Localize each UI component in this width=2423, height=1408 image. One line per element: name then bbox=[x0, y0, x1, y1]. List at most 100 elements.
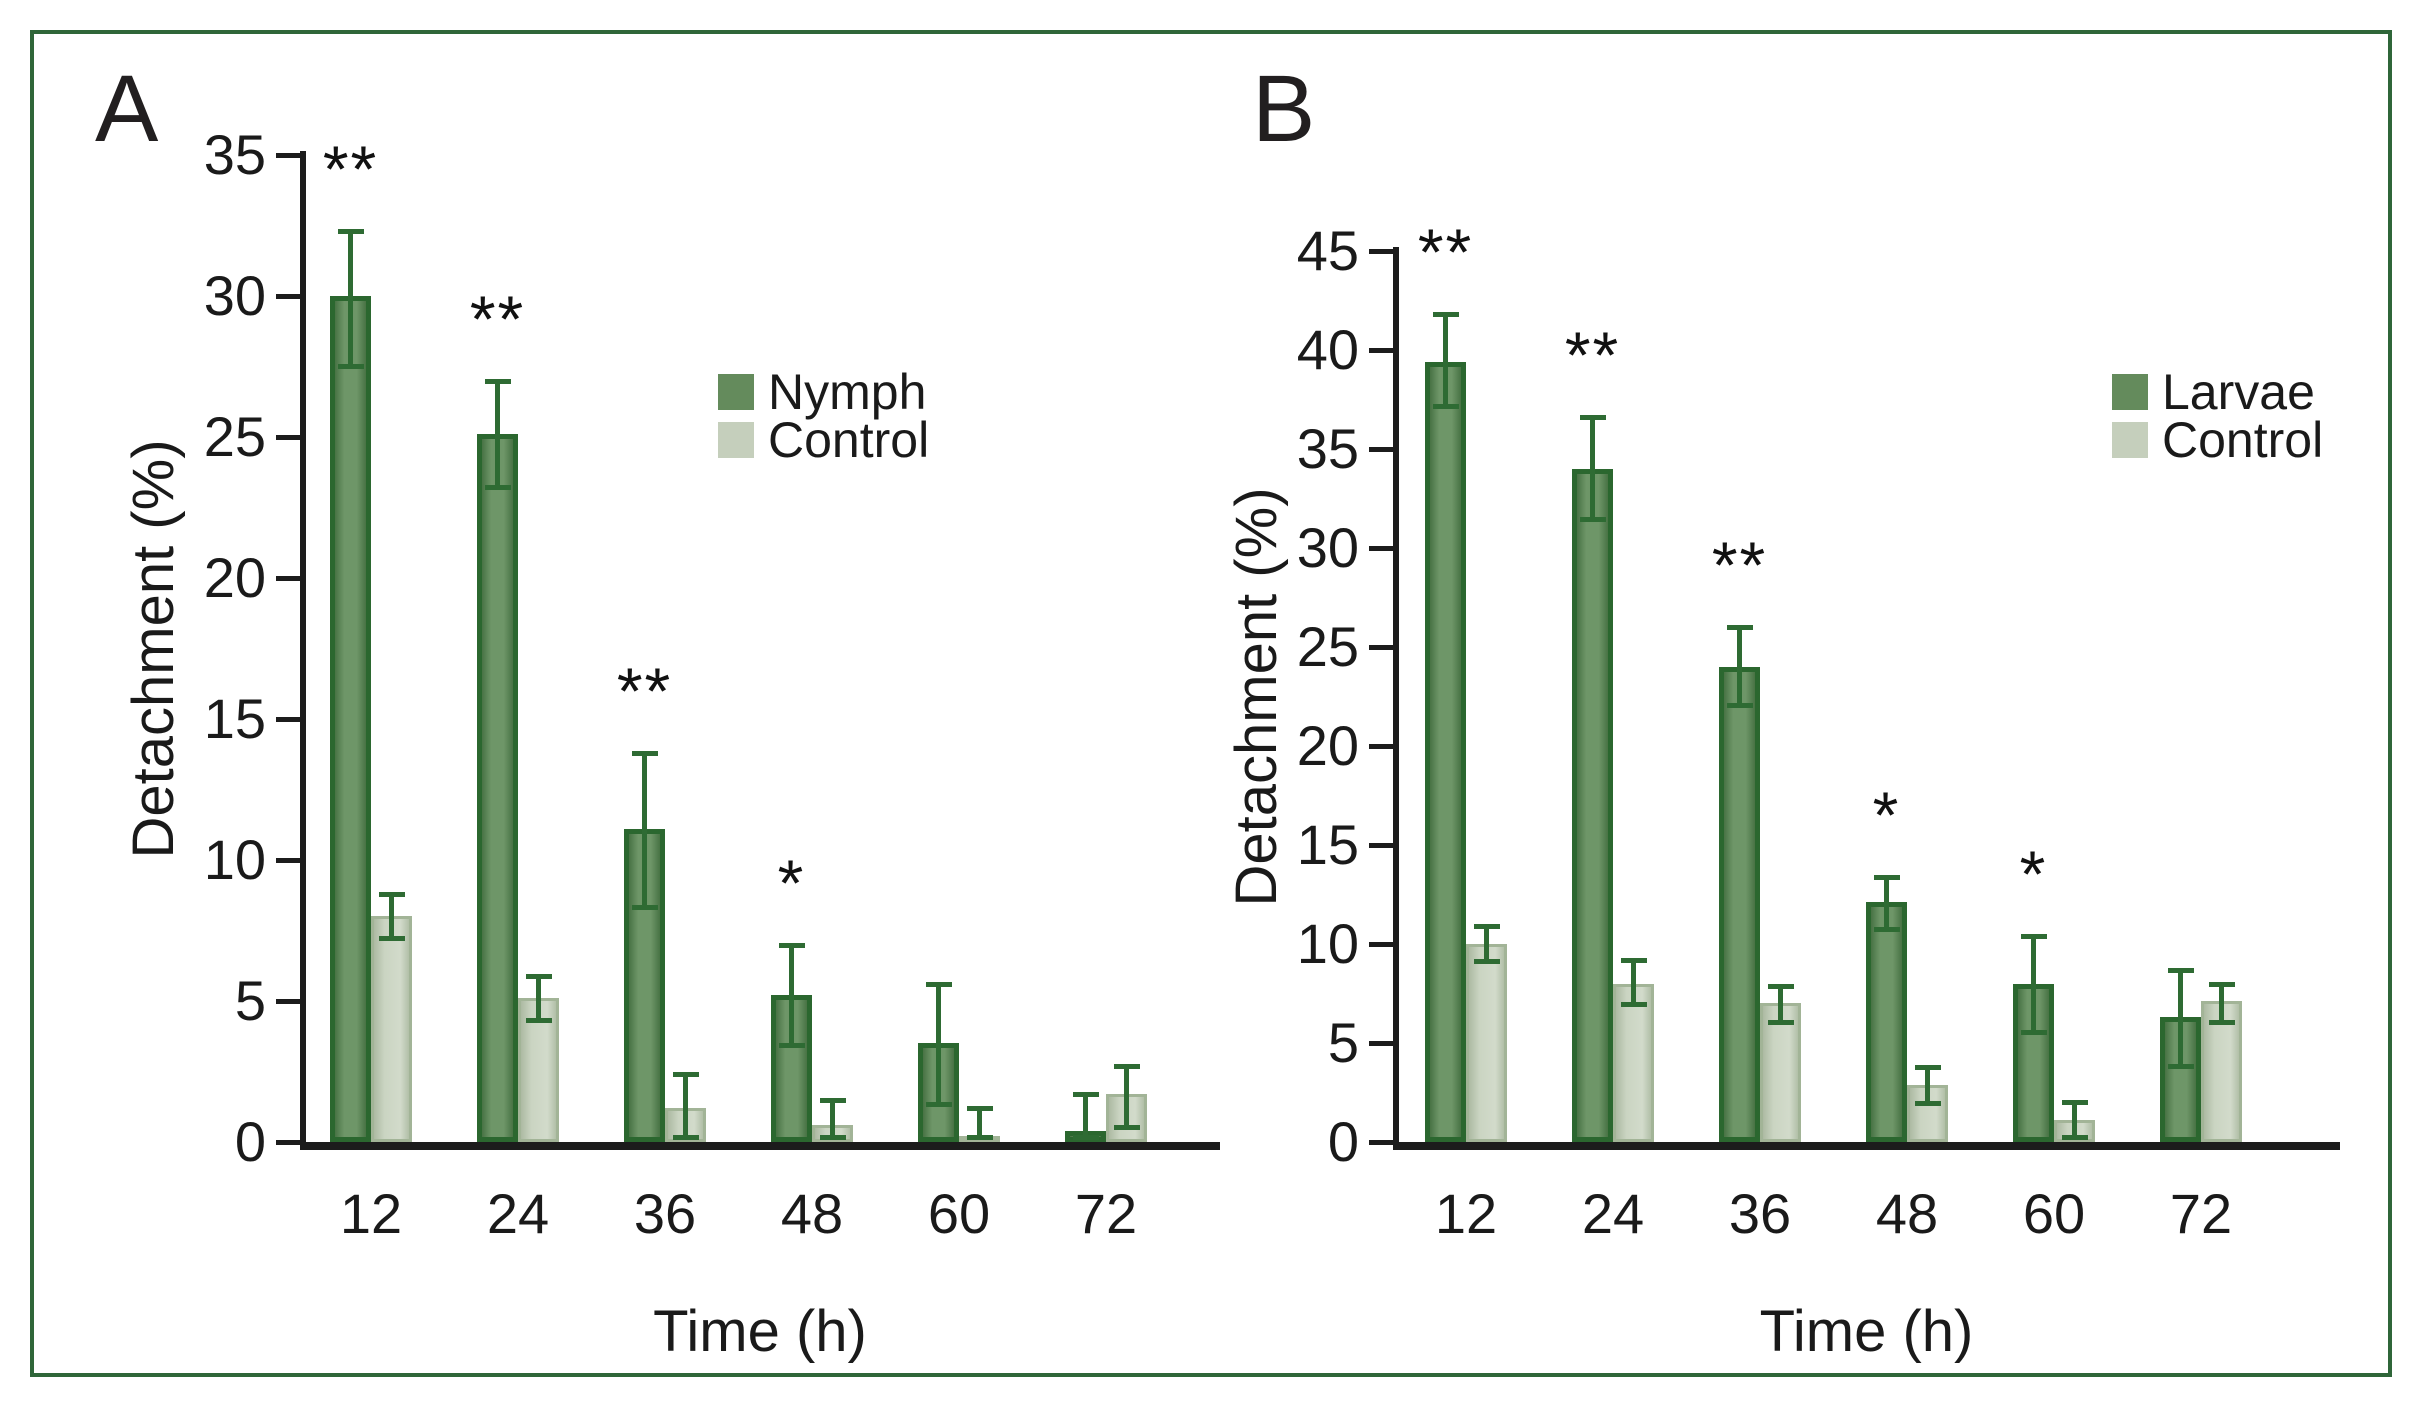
error-bar-cap-bottom bbox=[1113, 1124, 1140, 1130]
error-bar-line bbox=[2072, 1102, 2077, 1138]
error-bar-cap-top bbox=[1473, 924, 1500, 930]
error-bar-cap-top bbox=[525, 973, 552, 979]
bar-larvae-24h bbox=[1572, 468, 1613, 1142]
y-tick-label: 35 bbox=[203, 123, 266, 186]
y-tick-label: 10 bbox=[1296, 912, 1359, 975]
y-tick-label: 30 bbox=[1296, 516, 1359, 579]
significance-marker: * bbox=[1872, 777, 1901, 852]
x-axis-line bbox=[1393, 1142, 2340, 1150]
error-bar-cap-bottom bbox=[1579, 517, 1606, 523]
error-bar-line bbox=[977, 1108, 982, 1138]
y-tick bbox=[276, 717, 300, 722]
error-bar-cap-top bbox=[2061, 1100, 2088, 1106]
error-bar-cap-top bbox=[1432, 312, 1459, 318]
error-bar-line bbox=[2031, 936, 2036, 1034]
legend-swatch-control bbox=[2112, 422, 2148, 458]
error-bar-cap-top bbox=[778, 942, 805, 948]
error-bar-line bbox=[536, 975, 541, 1021]
y-tick bbox=[276, 858, 300, 863]
y-tick-label: 5 bbox=[1327, 1011, 1359, 1074]
y-tick bbox=[1369, 348, 1393, 353]
bar-nymph-24h bbox=[477, 434, 518, 1142]
error-bar-cap-top bbox=[1726, 625, 1753, 631]
legend-label-nymph: Nymph bbox=[768, 364, 927, 420]
error-bar-cap-bottom bbox=[378, 935, 405, 941]
y-tick-label: 35 bbox=[1296, 417, 1359, 480]
y-tick bbox=[276, 576, 300, 581]
error-bar-cap-bottom bbox=[1473, 958, 1500, 964]
error-bar-cap-top bbox=[1620, 957, 1647, 963]
error-bar-line bbox=[348, 231, 353, 367]
error-bar-cap-top bbox=[2167, 967, 2194, 973]
error-bar-cap-bottom bbox=[819, 1135, 846, 1140]
error-bar-cap-bottom bbox=[1767, 1020, 1794, 1026]
error-bar-cap-bottom bbox=[1072, 1135, 1099, 1140]
y-tick-label: 25 bbox=[203, 405, 266, 468]
error-bar-cap-top bbox=[925, 982, 952, 988]
x-tick-label: 48 bbox=[780, 1182, 844, 1245]
error-bar-line bbox=[1083, 1094, 1088, 1138]
y-tick bbox=[276, 999, 300, 1004]
error-bar-line bbox=[1484, 926, 1489, 962]
error-bar-cap-top bbox=[1914, 1064, 1941, 1070]
x-tick-label: 12 bbox=[1434, 1182, 1498, 1245]
y-tick-label: 0 bbox=[1327, 1110, 1359, 1173]
y-tick bbox=[1369, 1041, 1393, 1046]
bar-larvae-60h bbox=[2013, 983, 2054, 1142]
error-bar-cap-bottom bbox=[966, 1135, 993, 1140]
figure-border bbox=[30, 30, 2392, 1377]
error-bar-line bbox=[1631, 959, 1636, 1006]
y-tick-label: 20 bbox=[1296, 714, 1359, 777]
bar-larvae-36h bbox=[1719, 666, 1760, 1142]
x-tick-label: 60 bbox=[927, 1182, 991, 1245]
bar-nymph-48h bbox=[771, 995, 812, 1142]
error-bar-cap-top bbox=[819, 1097, 846, 1103]
y-tick bbox=[1369, 249, 1393, 254]
x-axis-title: Time (h) bbox=[653, 1299, 867, 1364]
error-bar-cap-bottom bbox=[2020, 1030, 2047, 1036]
y-tick bbox=[276, 435, 300, 440]
y-tick-label: 25 bbox=[1296, 615, 1359, 678]
y-tick bbox=[276, 1140, 300, 1145]
y-tick bbox=[1369, 744, 1393, 749]
x-tick-label: 72 bbox=[1074, 1182, 1138, 1245]
error-bar-cap-top bbox=[1072, 1092, 1099, 1098]
legend-label-control: Control bbox=[768, 412, 930, 468]
panel-letter-b: B bbox=[1252, 56, 1316, 162]
significance-marker: ** bbox=[1711, 528, 1768, 603]
error-bar-cap-bottom bbox=[778, 1043, 805, 1049]
legend-swatch-control bbox=[718, 422, 754, 458]
bar-control-12h bbox=[1466, 944, 1507, 1142]
error-bar-line bbox=[789, 944, 794, 1047]
y-tick bbox=[1369, 1140, 1393, 1145]
error-bar-cap-top bbox=[1579, 415, 1606, 421]
error-bar-cap-top bbox=[337, 229, 364, 235]
significance-marker: ** bbox=[1564, 318, 1621, 393]
bar-control-72h bbox=[1106, 1094, 1147, 1142]
y-tick-label: 15 bbox=[1296, 813, 1359, 876]
error-bar-line bbox=[1884, 876, 1889, 931]
legend-label-control: Control bbox=[2162, 412, 2324, 468]
error-bar-cap-top bbox=[631, 750, 658, 756]
y-tick-label: 10 bbox=[203, 828, 266, 891]
error-bar-cap-bottom bbox=[484, 484, 511, 490]
x-axis-title: Time (h) bbox=[1759, 1299, 1974, 1364]
significance-marker: ** bbox=[322, 132, 379, 207]
error-bar-cap-top bbox=[484, 378, 511, 384]
error-bar-cap-bottom bbox=[631, 904, 658, 910]
legend-swatch-nymph bbox=[718, 374, 754, 410]
legend-label-larvae: Larvae bbox=[2162, 364, 2315, 420]
bar-control-36h bbox=[1760, 1003, 1801, 1142]
y-axis-line bbox=[1393, 247, 1399, 1150]
error-bar-line bbox=[642, 752, 647, 908]
bar-larvae-12h bbox=[1425, 361, 1466, 1142]
x-tick-label: 48 bbox=[1875, 1182, 1939, 1245]
y-tick-label: 40 bbox=[1296, 318, 1359, 381]
x-tick-label: 36 bbox=[633, 1182, 697, 1245]
y-tick-label: 15 bbox=[203, 687, 266, 750]
error-bar-line bbox=[830, 1099, 835, 1138]
y-tick bbox=[1369, 843, 1393, 848]
error-bar-cap-bottom bbox=[2061, 1135, 2088, 1140]
y-tick-label: 30 bbox=[203, 264, 266, 327]
